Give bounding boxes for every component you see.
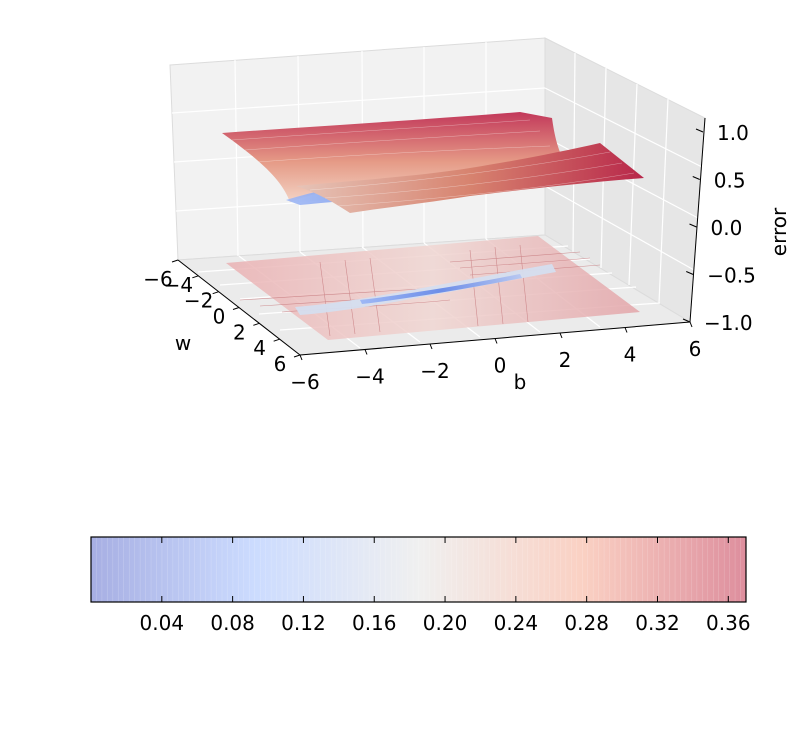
z-tick-label: −0.5 — [707, 264, 756, 288]
w-tick-label: −6 — [143, 267, 172, 291]
b-tick-mark — [494, 338, 498, 344]
w-tick-label: 2 — [233, 320, 246, 344]
z-axis-label: error — [767, 207, 791, 256]
z-tick-label: −1.0 — [704, 311, 753, 335]
w-tick-label: 4 — [253, 336, 266, 360]
z-tick-mark — [689, 223, 697, 228]
w-tick-mark — [253, 322, 260, 326]
b-axis-label: b — [514, 370, 527, 394]
z-tick-label: 0.5 — [714, 169, 746, 193]
w-tick-mark — [273, 338, 280, 342]
z-tick-mark — [686, 271, 694, 275]
colorbar-ticks: 0.04 0.08 0.12 0.16 0.20 0.24 0.28 0.32 0.36 — [140, 537, 751, 635]
b-tick-mark — [299, 354, 303, 361]
w-tick-label: 0 — [213, 305, 226, 329]
w-axis-label: w — [175, 331, 191, 355]
w-tick-mark — [192, 275, 199, 279]
b-tick-label: 2 — [559, 348, 572, 372]
b-tick-label: −4 — [355, 365, 384, 389]
b-tick-mark — [689, 321, 693, 328]
z-tick-mark — [695, 128, 704, 133]
colorbar-tick-label: 0.12 — [281, 611, 326, 635]
b-tick-label: 6 — [689, 337, 702, 361]
colorbar-tick-label: 0.08 — [210, 611, 255, 635]
error-surface — [222, 112, 644, 213]
z-tick-mark — [682, 318, 691, 323]
b-tick-label: −6 — [290, 370, 319, 394]
colorbar-tick-label: 0.24 — [494, 611, 539, 635]
b-tick-mark — [364, 349, 368, 355]
colorbar-gradient — [91, 537, 746, 602]
w-tick-mark — [293, 354, 301, 358]
z-tick-mark — [692, 176, 700, 180]
surface-front-sheet — [296, 143, 644, 213]
w-tick-label: −2 — [184, 289, 213, 313]
b-tick-mark — [559, 332, 563, 339]
colorbar-tick-label: 0.28 — [564, 611, 609, 635]
colorbar: 0.04 0.08 0.12 0.16 0.20 0.24 0.28 0.32 0.36 — [90, 536, 751, 635]
w-tick-mark — [232, 307, 240, 310]
contour-floor — [226, 236, 640, 340]
contour-valley — [295, 264, 556, 315]
colorbar-tick-label: 0.16 — [352, 611, 397, 635]
contour-valley-core — [360, 274, 522, 304]
b-tick-label: 4 — [624, 343, 637, 367]
b-tick-label: −2 — [420, 359, 449, 383]
axis-labels: b w error — [175, 207, 791, 394]
colorbar-stripes — [90, 537, 741, 602]
z-tick-label: 1.0 — [717, 121, 749, 145]
z-axis-line — [689, 117, 706, 323]
b-tick-mark — [429, 343, 433, 350]
w-tick-label: 6 — [274, 352, 287, 376]
colorbar-tick-label: 0.04 — [140, 611, 185, 635]
colorbar-tick-label: 0.36 — [706, 611, 751, 635]
z-tick-label: 0.0 — [711, 216, 743, 240]
w-tick-mark — [212, 291, 219, 295]
w-tick-label: −4 — [164, 273, 193, 297]
colorbar-frame — [90, 536, 747, 603]
colorbar-tick-label: 0.32 — [635, 611, 680, 635]
b-tick-label: 0 — [494, 354, 507, 378]
w-tick-mark — [171, 259, 179, 263]
b-tick-mark — [624, 327, 628, 333]
surface-back-sheet — [222, 112, 575, 202]
colorbar-tick-label: 0.20 — [423, 611, 468, 635]
